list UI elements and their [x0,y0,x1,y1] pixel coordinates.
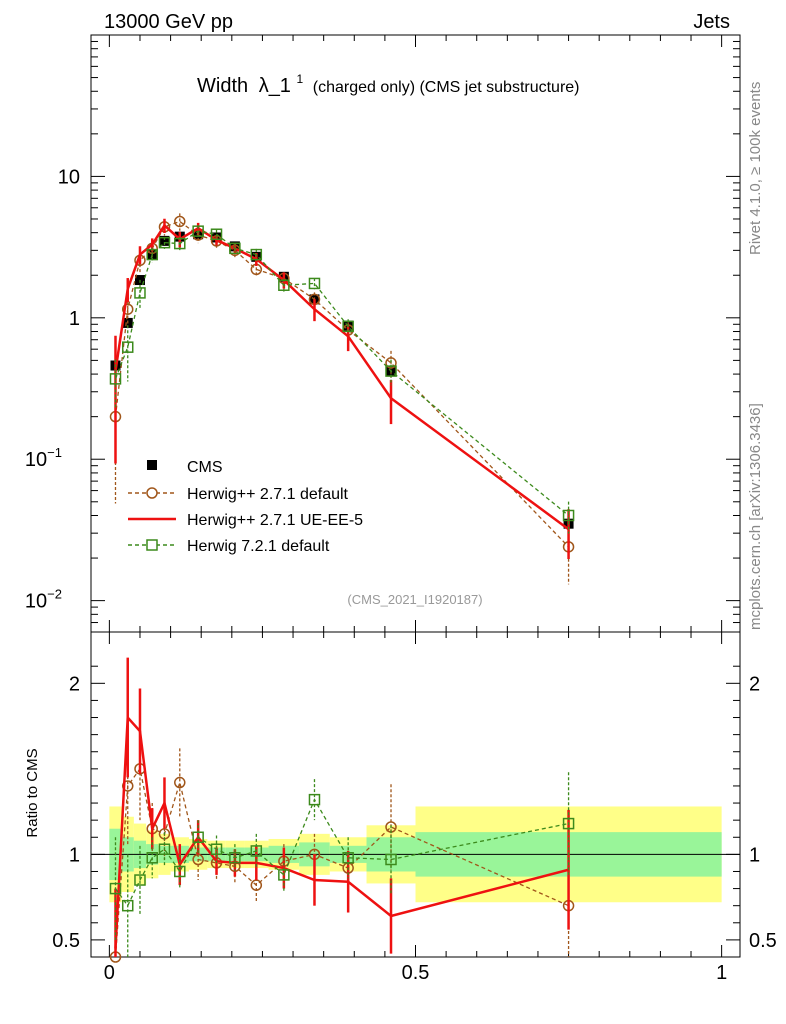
herwig-721-default-ratio-point-12 [342,852,354,864]
herwig-721-default-ratio-point-11 [308,793,321,806]
legend-entry-herwig-271-ue-ee-5: Herwig++ 2.7.1 UE-EE-5 [128,512,363,529]
y-tick-label-ratio-left: 0.5 [52,930,80,952]
herwig-271-ue-ee-5-main-line [114,223,570,531]
herwig-271-default-main-point-5 [174,215,186,228]
CMS-main-point-4 [159,235,170,246]
herwig-721-default-main-point-14 [562,509,575,522]
herwig-721-default-main-point-2 [134,287,146,299]
herwig-721-default-main-point-13 [385,365,397,377]
herwig-271-default-ratio-point-1 [121,780,134,792]
herwig-721-default-ratio-point-5 [174,865,186,878]
herwig-721-default-ratio-point-4 [158,843,171,855]
y-tick-label-main: 10−2 [25,587,62,613]
x-tick-label: 0.5 [402,962,430,984]
ratio-series-layer [109,657,575,963]
herwig-721-default-main-point-4 [158,236,171,249]
herwig-721-default-ratio-point-8 [229,852,241,864]
legend-herwig-271-ue-ee-5-label: Herwig++ 2.7.1 UE-EE-5 [187,512,363,529]
y-tick-label-ratio-right: 1 [749,844,760,866]
title-superscript: 1 [297,72,304,86]
herwig-271-default-ratio-point-6 [192,853,204,866]
herwig-721-default-main-point-0 [109,373,122,385]
herwig-271-default-ratio-point-9 [250,879,263,891]
herwig-721-default-ratio-point-9 [250,845,263,857]
herwig-721-default-main-line [114,230,569,516]
rivet-version-label: Rivet 4.1.0, ≥ 100k events [747,82,764,255]
analysis-id: (CMS_2021_I1920187) [347,592,482,607]
legend-entry-herwig-271-default: Herwig++ 2.7.1 default [128,486,349,503]
herwig-721-default-main-point-11 [308,277,321,290]
herwig-721-default-ratio-point-10 [278,869,290,881]
mcplots-reference-label: mcplots.cern.ch [arXiv:1306.3436] [747,403,764,630]
herwig-721-default-main-point-12 [342,320,354,333]
herwig-721-default-ratio-point-0 [109,882,122,895]
herwig-721-default-ratio-point-13 [385,853,397,866]
x-tick-label: 0 [104,962,115,984]
herwig-721-default-ratio-point-14 [562,817,575,830]
herwig-721-default-ratio-point-3 [146,852,158,864]
legend-entry-cms: CMS [147,459,223,476]
header-collision: 13000 GeV pp [104,11,233,33]
herwig-721-default-ratio-point-2 [134,874,146,886]
herwig-721-default-main-point-1 [121,341,134,353]
y-tick-label-main-exponent: −2 [47,587,62,602]
y-tick-label-ratio-left: 1 [69,844,80,866]
ratio-plot-frame [90,631,741,958]
herwig-721-default-main-point-8 [229,242,241,255]
legend-cms-marker [147,460,157,470]
title-symbol: λ_1 [259,75,291,97]
legend-herwig-271-default-label: Herwig++ 2.7.1 default [187,486,349,503]
herwig-721-default-ratio-line [114,798,569,907]
legend-entry-herwig-721-default: Herwig 7.2.1 default [128,538,330,555]
y-tick-label-ratio-right: 2 [749,673,760,695]
herwig-721-default-ratio-point-1 [121,899,134,912]
herwig-271-default-ratio-point-5 [174,776,186,789]
herwig-721-default-ratio-point-7 [210,843,223,855]
title-suffix: (charged only) (CMS jet substructure) [313,79,580,96]
herwig-721-default-main-point-7 [210,228,223,240]
title-word: Width [197,75,248,97]
y-tick-label-main-exponent: −1 [47,445,62,460]
herwig-271-default-main-point-1 [121,303,134,315]
ratio-axis-label: Ratio to CMS [24,748,41,837]
y-tick-label-main: 1 [69,308,80,330]
herwig-271-default-main-point-13 [385,357,397,369]
axis-ticks [91,35,740,957]
axis-tick-labels: 10 1 10−1 10−2 2 2 1 1 0.5 0.5 0 0.5 1 [25,166,777,984]
legend-herwig-271-default-marker [146,487,158,499]
y-tick-label-ratio-right: 0.5 [749,930,777,952]
herwig-721-default-main-point-5 [174,237,186,250]
x-tick-label: 1 [716,962,727,984]
herwig-721-default-main-point-6 [192,225,204,237]
legend-cms-label: CMS [187,459,223,476]
main-series-layer [109,213,575,585]
legend-herwig-721-default-label: Herwig 7.2.1 default [187,538,330,555]
herwig-721-default-main-point-3 [146,248,158,261]
herwig-721-default-ratio-point-6 [192,831,204,844]
plot-title: Width λ_1 1 (charged only) (CMS jet subs… [197,66,580,97]
herwig-271-default-ratio-line [114,767,569,958]
y-tick-label-ratio-left: 2 [69,673,80,695]
herwig-721-default-main-point-10 [278,279,290,291]
legend: CMS Herwig++ 2.7.1 default Herwig++ 2.7.… [128,459,363,555]
legend-herwig-721-default-marker [146,539,158,551]
header-process: Jets [693,11,730,33]
y-tick-label-main: 10 [58,166,80,188]
y-tick-label-main: 10−1 [25,445,62,471]
herwig-721-default-main-point-9 [250,248,263,261]
